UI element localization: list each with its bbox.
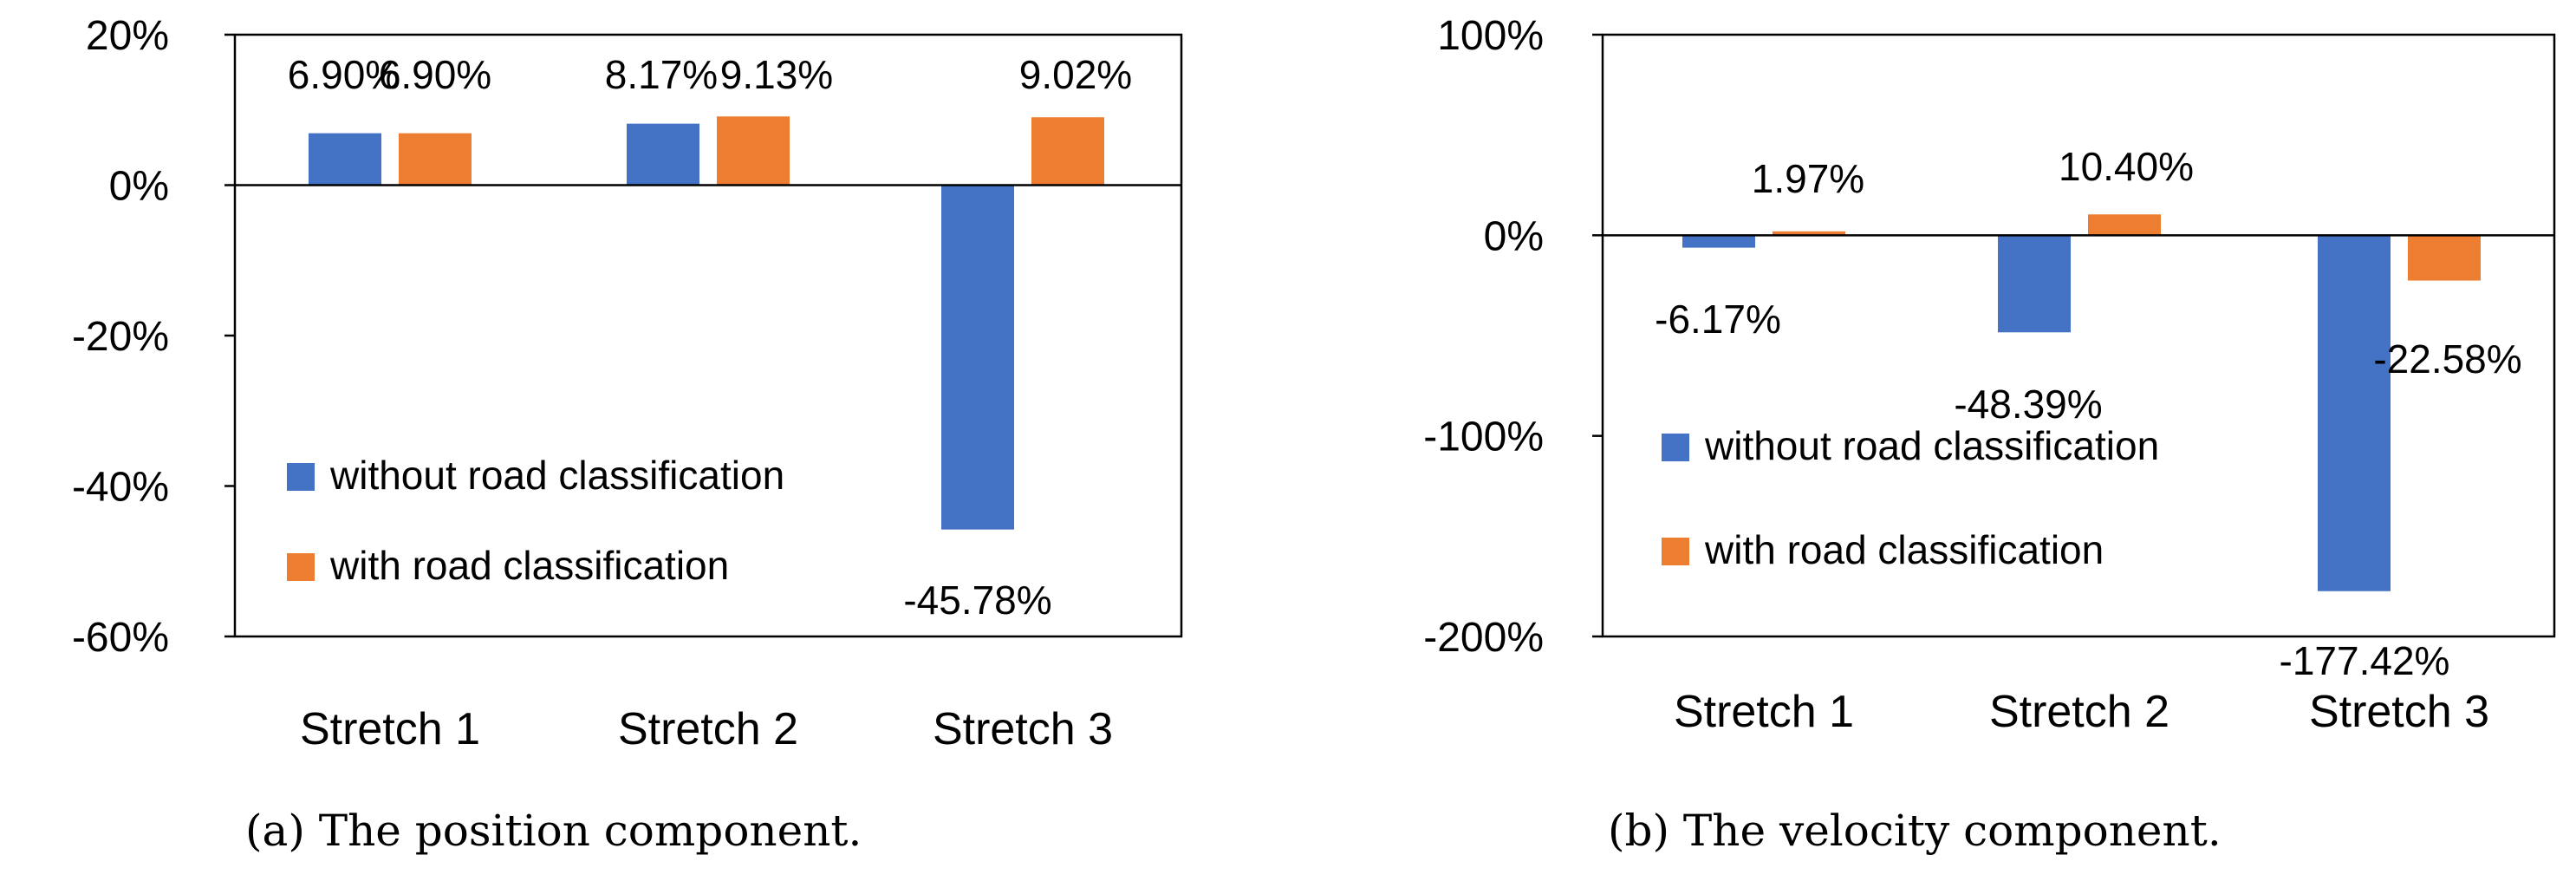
y-tick-label: 100%	[1437, 13, 1544, 59]
data-label: 8.17%	[605, 52, 718, 97]
bar-without-road-classification-stretch-2	[1998, 235, 2071, 333]
legend: without road classification with road cla…	[287, 453, 784, 588]
legend-swatch	[1662, 538, 1689, 565]
legend-label: without road classification	[329, 453, 784, 498]
bar-without-road-classification-stretch-3	[941, 185, 1014, 530]
legend-label: without road classification	[1704, 423, 2159, 468]
y-tick-label: -40%	[72, 465, 169, 511]
data-label: 9.13%	[720, 52, 833, 97]
data-label: -6.17%	[1655, 297, 1781, 342]
figure-caption: (a) The position component.	[245, 806, 862, 856]
legend-swatch	[287, 463, 315, 491]
bar-without-road-classification-stretch-3	[2318, 235, 2391, 591]
x-category-label: Stretch 1	[300, 704, 480, 754]
bar-without-road-classification-stretch-1	[309, 133, 381, 186]
data-label: -177.42%	[2280, 638, 2450, 683]
x-category-label: Stretch 3	[933, 704, 1113, 754]
bar-with-road-classification-stretch-3	[1031, 117, 1104, 186]
x-category-label: Stretch 2	[1989, 687, 2169, 737]
legend-swatch	[1662, 434, 1689, 461]
bar-with-road-classification-stretch-1	[399, 133, 472, 186]
x-category-label: Stretch 1	[1674, 687, 1854, 737]
bar-with-road-classification-stretch-2	[717, 116, 790, 186]
chart-a: 20% 0% -20% -40% -60% 6.90% 8.17% -45.78% 6.90% 9…	[72, 13, 1183, 856]
y-tick-label: 0%	[109, 164, 169, 210]
data-label: 9.02%	[1019, 52, 1132, 97]
y-tick-label: 0%	[1484, 213, 1544, 259]
y-tick-label: 20%	[86, 13, 169, 59]
figure-caption: (b) The velocity component.	[1608, 806, 2221, 856]
y-tick-label: -200%	[1423, 615, 1544, 661]
bar-without-road-classification-stretch-1	[1682, 235, 1755, 248]
y-tick-label: -20%	[72, 314, 169, 360]
bar-with-road-classification-stretch-3	[2408, 235, 2481, 281]
legend-label: with road classification	[1704, 527, 2104, 572]
bar-with-road-classification-stretch-2	[2088, 214, 2161, 236]
data-label: 6.90%	[288, 52, 400, 97]
y-tick-label: -60%	[72, 615, 169, 661]
bar-with-road-classification-stretch-1	[1773, 231, 1845, 236]
plot-area-frame	[1601, 33, 2556, 638]
legend-swatch	[287, 553, 315, 581]
y-tick-label: -100%	[1423, 414, 1544, 460]
data-label: 10.40%	[2059, 144, 2194, 189]
x-category-label: Stretch 2	[618, 704, 798, 754]
data-label: 1.97%	[1752, 156, 1864, 201]
chart-b: 100% 0% -100% -200% -6.17% -48.39% -177.42% 1.9…	[1423, 13, 2556, 856]
data-label: 6.90%	[379, 52, 491, 97]
data-label: -22.58%	[2373, 336, 2521, 382]
x-category-label: Stretch 3	[2309, 687, 2489, 737]
legend-label: with road classification	[329, 543, 729, 588]
data-label: -48.39%	[1954, 382, 2102, 427]
bar-without-road-classification-stretch-2	[627, 123, 699, 186]
legend: without road classification with road cla…	[1662, 423, 2159, 572]
data-label: -45.78%	[903, 578, 1051, 623]
